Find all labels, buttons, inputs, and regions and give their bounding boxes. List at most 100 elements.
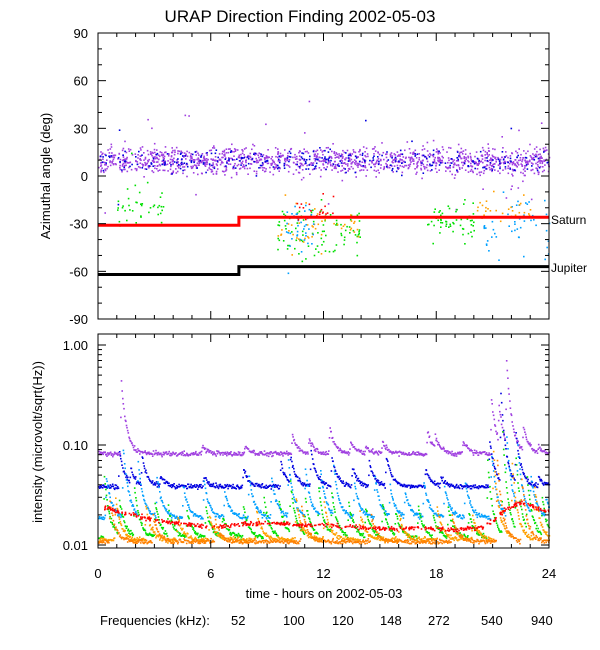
azimuth-point-940 xyxy=(398,167,400,169)
intensity-point-940 xyxy=(473,449,476,452)
intensity-point-940 xyxy=(347,451,349,453)
azimuth-point-540 xyxy=(399,149,402,152)
azimuth-point-940 xyxy=(204,164,206,166)
intensity-point-940 xyxy=(428,435,431,438)
azimuth-point-52 xyxy=(298,206,301,209)
jupiter-reference-line xyxy=(98,265,549,276)
intensity-point-940 xyxy=(287,454,289,456)
intensity-point-540 xyxy=(264,485,266,488)
azimuth-point-940 xyxy=(103,161,106,164)
azimuth-point-940 xyxy=(135,169,138,172)
azimuth-point-540 xyxy=(429,163,431,166)
intensity-point-272 xyxy=(430,508,433,511)
intensity-point-148 xyxy=(154,502,156,505)
azimuth-point-148 xyxy=(440,214,442,217)
intensity-point-540 xyxy=(500,401,503,404)
azimuth-point-540 xyxy=(534,155,537,158)
azimuth-point-940 xyxy=(107,149,109,151)
azimuth-point-940 xyxy=(374,150,377,152)
azimuth-point-940 xyxy=(343,162,346,165)
intensity-point-148 xyxy=(200,536,202,538)
intensity-point-540 xyxy=(487,484,489,486)
intensity-point-940 xyxy=(539,446,541,449)
azimuth-point-940 xyxy=(216,164,218,167)
azimuth-point-940 xyxy=(333,167,336,170)
intensity-point-272 xyxy=(103,518,105,521)
azimuth-point-940 xyxy=(154,167,156,170)
intensity-point-272 xyxy=(308,492,311,494)
intensity-point-540 xyxy=(500,392,502,395)
intensity-point-272 xyxy=(105,496,107,499)
intensity-point-272 xyxy=(213,512,215,514)
azimuth-point-940 xyxy=(172,159,174,162)
azimuth-point-540 xyxy=(138,150,140,153)
azimuth-point-148 xyxy=(300,239,303,242)
azimuth-point-940 xyxy=(385,153,387,156)
intensity-point-272 xyxy=(469,502,471,504)
intensity-point-148 xyxy=(137,511,140,514)
intensity-point-540 xyxy=(529,482,532,485)
intensity-point-272 xyxy=(487,518,489,520)
intensity-point-272 xyxy=(187,504,190,506)
azimuth-point-940 xyxy=(100,169,102,171)
intensity-point-540 xyxy=(185,485,187,487)
intensity-point-940 xyxy=(101,453,103,455)
azimuth-point-540 xyxy=(347,160,350,162)
azimuth-point-940 xyxy=(449,162,452,164)
azimuth-point-940 xyxy=(457,160,460,162)
intensity-point-272 xyxy=(511,489,514,491)
azimuth-point-940 xyxy=(234,150,237,152)
intensity-point-148 xyxy=(361,534,364,537)
azimuth-point-148 xyxy=(449,223,451,226)
intensity-point-148 xyxy=(165,532,168,535)
intensity-point-540 xyxy=(105,485,108,488)
intensity-point-272 xyxy=(209,504,212,507)
chart-title: URAP Direction Finding 2002-05-03 xyxy=(165,7,436,26)
azimuth-point-540 xyxy=(339,160,341,162)
azimuth-point-120 xyxy=(523,211,526,214)
azimuth-point-940 xyxy=(535,162,537,165)
intensity-point-940 xyxy=(223,452,225,454)
azimuth-point-540 xyxy=(313,167,316,170)
azimuth-point-272 xyxy=(300,221,302,224)
azimuth-point-940 xyxy=(352,161,354,163)
intensity-point-148 xyxy=(275,532,278,535)
azimuth-point-940 xyxy=(362,169,365,171)
azimuth-point-940 xyxy=(170,155,173,158)
intensity-point-148 xyxy=(432,514,435,517)
intensity-point-940 xyxy=(363,452,365,455)
azimuth-point-940 xyxy=(331,165,334,167)
azimuth-point-540 xyxy=(225,165,227,167)
intensity-point-940 xyxy=(438,444,440,446)
intensity-point-540 xyxy=(165,480,168,483)
intensity-point-940 xyxy=(201,446,204,449)
azimuth-point-940 xyxy=(337,156,339,158)
azimuth-point-940 xyxy=(382,151,385,154)
intensity-point-940 xyxy=(194,453,196,455)
intensity-point-148 xyxy=(322,516,324,519)
azimuth-point-540 xyxy=(354,155,357,157)
intensity-point-272 xyxy=(232,512,234,515)
intensity-point-940 xyxy=(145,452,147,454)
azimuth-point-940 xyxy=(142,164,145,166)
azimuth-point-120 xyxy=(290,224,293,226)
intensity-point-540 xyxy=(285,475,287,478)
azimuth-point-540 xyxy=(317,158,319,161)
azimuth-point-940 xyxy=(314,154,316,157)
azimuth-point-940 xyxy=(421,160,424,162)
azimuth-point-940 xyxy=(258,156,260,159)
intensity-point-940 xyxy=(192,452,195,454)
intensity-point-540 xyxy=(235,485,238,487)
azimuth-point-272 xyxy=(296,235,298,237)
azimuth-point-540 xyxy=(230,150,232,152)
azimuth-point-940 xyxy=(206,160,208,162)
intensity-point-940 xyxy=(293,438,296,441)
azimuth-point-940 xyxy=(269,166,271,169)
intensity-point-540 xyxy=(492,457,494,460)
intensity-point-540 xyxy=(547,482,549,484)
azimuth-point-940 xyxy=(177,152,179,155)
intensity-point-148 xyxy=(333,506,335,508)
intensity-point-540 xyxy=(171,484,174,486)
intensity-point-148 xyxy=(493,516,496,519)
intensity-point-148 xyxy=(434,521,437,524)
